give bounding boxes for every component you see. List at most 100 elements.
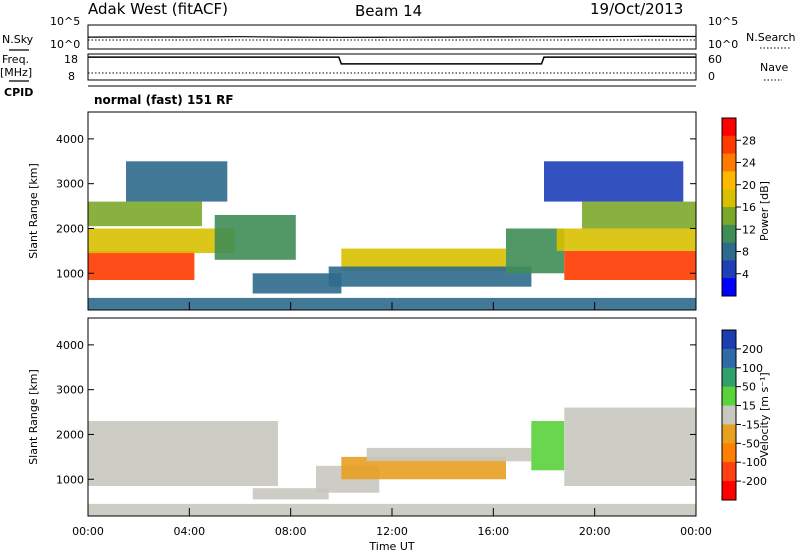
freq-unit-label: [MHz] bbox=[0, 66, 32, 79]
freq-label: Freq. bbox=[2, 53, 29, 66]
velocity-colorbar-tick-label-1: 100 bbox=[742, 362, 763, 375]
velocity-colorbar-tick-label-5: -50 bbox=[742, 437, 760, 450]
date-title: 19/Oct/2013 bbox=[590, 0, 683, 18]
velocity-colorbar-label: Velocity [m s⁻¹] bbox=[758, 372, 771, 457]
noise-tick-right-top: 10^5 bbox=[708, 15, 738, 28]
velocity-colorbar-tick-label-2: 50 bbox=[742, 381, 756, 394]
power-colorbar-tick-label-6: 4 bbox=[742, 268, 749, 281]
freq-tick-top: 18 bbox=[64, 53, 78, 66]
power-y-label: Slant Range [km] bbox=[27, 163, 40, 259]
time-x-axis: 00:00 04:00 08:00 12:00 16:00 20:00 00:00 bbox=[72, 302, 712, 538]
x-tick-label-1: 04:00 bbox=[173, 525, 205, 538]
velocity-colorbar-cell-5 bbox=[722, 424, 736, 444]
y-tick-label-2: 3000 bbox=[56, 384, 84, 397]
nsky-series-line bbox=[87, 35, 697, 38]
nave-tick-top: 60 bbox=[708, 53, 722, 66]
station-title: Adak West (fitACF) bbox=[88, 0, 228, 18]
power-region-0 bbox=[88, 250, 195, 280]
y-tick-label-1: 2000 bbox=[56, 222, 84, 235]
power-colorbar-cell-7 bbox=[722, 242, 736, 261]
nsky-label: N.Sky bbox=[2, 33, 34, 46]
velocity-region-3 bbox=[341, 456, 506, 480]
noise-tick-left-top: 10^5 bbox=[50, 15, 80, 28]
freq-series-line bbox=[88, 56, 696, 65]
x-tick-label-6: 00:00 bbox=[680, 525, 712, 538]
power-colorbar-cell-1 bbox=[722, 135, 736, 155]
velocity-region-4 bbox=[366, 447, 532, 462]
power-colorbar-cell-0 bbox=[722, 118, 736, 137]
velocity-region-6 bbox=[564, 407, 696, 486]
velocity-colorbar-cell-2 bbox=[722, 367, 736, 388]
y-tick-label-3: 4000 bbox=[56, 133, 84, 146]
velocity-colorbar-cell-8 bbox=[722, 481, 736, 501]
power-region-7 bbox=[328, 266, 532, 287]
velocity-colorbar-tick-label-7: -200 bbox=[742, 475, 767, 488]
noise-tick-left-bottom: 10^0 bbox=[50, 38, 80, 51]
nave-tick-bottom: 0 bbox=[708, 70, 715, 83]
power-y-axis: 1000 2000 3000 4000 bbox=[56, 133, 696, 280]
power-region-2 bbox=[88, 201, 202, 227]
power-colorbar-tick-label-2: 20 bbox=[742, 179, 756, 192]
freq-panel-frame bbox=[87, 53, 697, 81]
power-region-5 bbox=[252, 273, 342, 294]
power-panel bbox=[88, 161, 696, 310]
cpid-text: normal (fast) 151 RF bbox=[94, 93, 234, 107]
power-colorbar-label: Power [dB] bbox=[758, 181, 771, 241]
velocity-colorbar-tick-label-0: 200 bbox=[742, 343, 763, 356]
velocity-region-0 bbox=[88, 421, 278, 486]
x-tick-label-2: 08:00 bbox=[275, 525, 307, 538]
power-colorbar-cell-2 bbox=[722, 153, 736, 172]
power-region-8 bbox=[506, 228, 565, 274]
x-axis-label: Time UT bbox=[368, 540, 414, 553]
x-tick-label-5: 20:00 bbox=[579, 525, 611, 538]
power-colorbar-tick-label-0: 28 bbox=[742, 134, 756, 147]
velocity-colorbar-cell-4 bbox=[722, 405, 736, 425]
power-colorbar-tick-label-1: 24 bbox=[742, 157, 756, 170]
nave-label: Nave bbox=[760, 61, 788, 74]
power-region-1 bbox=[88, 228, 235, 254]
velocity-panel bbox=[88, 407, 696, 516]
y-tick-label-2: 3000 bbox=[56, 178, 84, 191]
x-tick-label-0: 00:00 bbox=[72, 525, 104, 538]
y-tick-label-1: 2000 bbox=[56, 428, 84, 441]
power-region-11 bbox=[582, 201, 696, 229]
y-tick-label-3: 4000 bbox=[56, 339, 84, 352]
power-region-6 bbox=[341, 248, 506, 271]
velocity-region-5 bbox=[531, 421, 565, 471]
power-region-3 bbox=[126, 161, 228, 202]
velocity-colorbar-tick-label-6: -100 bbox=[742, 456, 767, 469]
x-tick-label-3: 12:00 bbox=[376, 525, 408, 538]
y-tick-label-0: 1000 bbox=[56, 267, 84, 280]
power-colorbar-cell-4 bbox=[722, 189, 736, 208]
freq-tick-bottom: 8 bbox=[68, 70, 75, 83]
power-region-12 bbox=[544, 161, 684, 202]
power-colorbar-tick-label-4: 12 bbox=[742, 223, 756, 236]
velocity-colorbar-tick-label-3: 15 bbox=[742, 400, 756, 413]
power-colorbar-cell-9 bbox=[722, 278, 736, 297]
velocity-y-axis: 1000 2000 3000 4000 bbox=[56, 339, 696, 486]
velocity-colorbar: 200 100 50 15 -15 -50 -100 -200 bbox=[721, 329, 767, 501]
power-colorbar-cell-6 bbox=[722, 224, 736, 244]
nsearch-label: N.Search bbox=[746, 31, 796, 44]
velocity-colorbar-cell-1 bbox=[722, 348, 736, 369]
velocity-colorbar-cell-3 bbox=[722, 386, 736, 407]
beam-title: Beam 14 bbox=[355, 2, 422, 20]
velocity-colorbar-frame bbox=[721, 329, 737, 501]
y-tick-label-0: 1000 bbox=[56, 473, 84, 486]
velocity-region-1 bbox=[252, 488, 329, 500]
velocity-colorbar-tick-label-4: -15 bbox=[742, 418, 760, 431]
power-colorbar-cell-3 bbox=[722, 171, 736, 190]
power-colorbar-tick-label-3: 16 bbox=[742, 201, 756, 214]
power-colorbar-cell-5 bbox=[722, 207, 736, 226]
power-colorbar-cell-8 bbox=[722, 260, 736, 279]
velocity-colorbar-cell-7 bbox=[722, 462, 736, 482]
power-region-10 bbox=[556, 228, 696, 251]
power-region-9 bbox=[564, 250, 696, 280]
power-region-4 bbox=[214, 215, 296, 260]
noise-tick-right-bottom: 10^0 bbox=[708, 38, 738, 51]
velocity-y-label: Slant Range [km] bbox=[27, 369, 40, 465]
velocity-colorbar-cell-0 bbox=[722, 330, 736, 350]
power-colorbar: 28 24 20 16 12 8 4 bbox=[721, 117, 756, 297]
x-tick-label-4: 16:00 bbox=[477, 525, 509, 538]
